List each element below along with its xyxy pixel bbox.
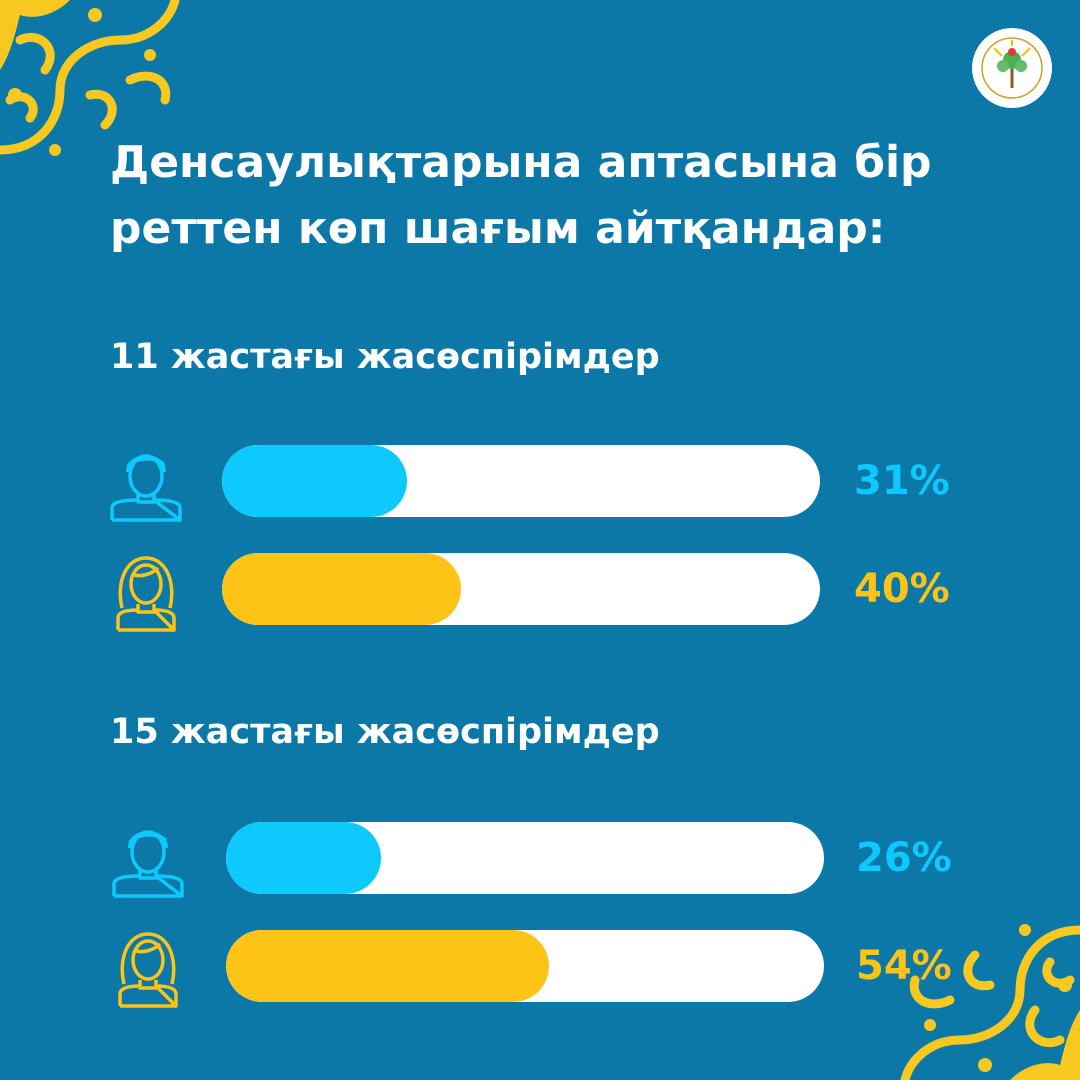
corner-ornament-top-left — [0, 0, 180, 156]
bar-track-11-girls — [222, 553, 820, 625]
bar-fill-11-girls — [222, 553, 462, 625]
bar-track-15-boys — [226, 822, 824, 894]
group-title-age-15: 15 жастағы жасөспірімдер — [110, 712, 660, 752]
bar-track-11-boys — [222, 445, 820, 517]
bar-fill-15-girls — [226, 930, 549, 1002]
boy-icon — [110, 454, 182, 522]
boy-icon — [112, 830, 184, 898]
value-label-15-boys: 26% — [856, 835, 952, 881]
value-label-11-boys: 31% — [854, 458, 950, 504]
bar-track-15-girls — [226, 930, 824, 1002]
bar-fill-11-boys — [222, 445, 408, 517]
girl-icon — [118, 932, 178, 1008]
page-title: Денсаулықтарына аптасына бір реттен көп … — [110, 137, 932, 254]
group-title-age-11: 11 жастағы жасөспірімдер — [110, 337, 660, 377]
organization-logo-icon — [972, 28, 1052, 108]
value-label-11-girls: 40% — [854, 566, 950, 612]
value-label-15-girls: 54% — [856, 943, 952, 989]
corner-ornament-bottom-right — [900, 924, 1080, 1080]
bar-fill-15-boys — [226, 822, 382, 894]
girl-icon — [116, 556, 176, 632]
